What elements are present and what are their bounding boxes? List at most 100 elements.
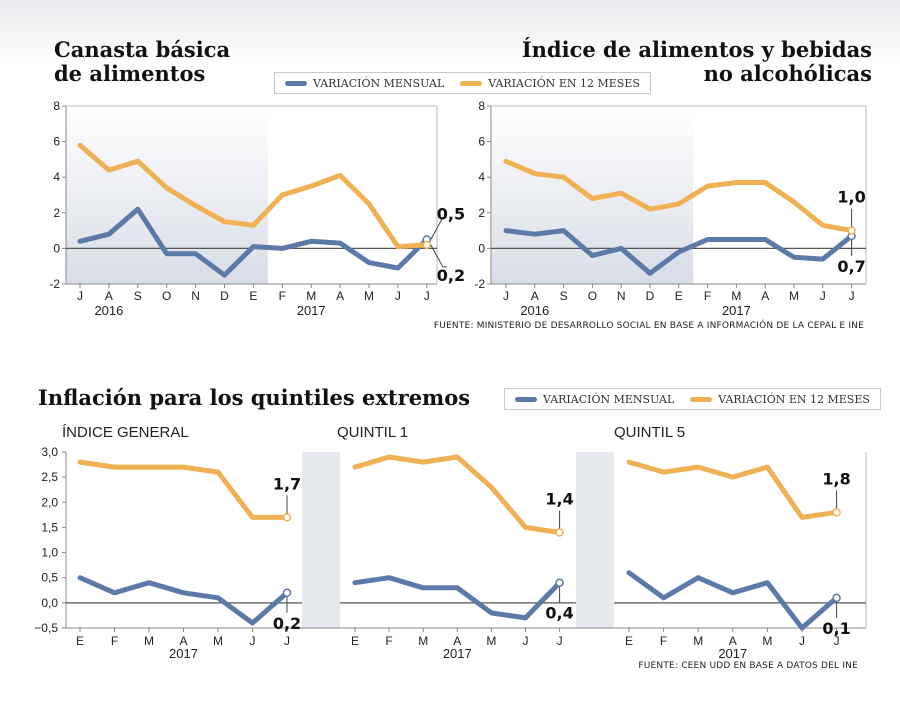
annotation-label: 1,0 — [837, 188, 865, 207]
x-tick-label: N — [191, 289, 200, 303]
x-tick-label: A — [761, 289, 769, 303]
data-point-annual — [696, 465, 701, 470]
y-tick-label: 6 — [478, 135, 485, 149]
data-point-annual — [792, 200, 797, 205]
series-line-monthly — [352, 575, 563, 621]
source-note-bottom: FUENTE: CEEN UDD EN BASE A DATOS DEL INE — [638, 661, 858, 671]
x-tick-label: J — [523, 634, 529, 648]
year-label: 2017 — [297, 303, 326, 318]
x-tick-label: M — [762, 634, 772, 648]
data-point-monthly — [193, 251, 198, 256]
data-point-annual — [555, 528, 564, 537]
chart-1: -2 0 2 4 6 8 J A S O N D E F M A M J J 2016 2017 0,5 0,2 — [49, 99, 465, 318]
year-label: 2017 — [722, 303, 751, 318]
data-point-monthly — [561, 228, 566, 233]
x-tick-label: A — [453, 634, 461, 648]
year-label: 2017 — [443, 646, 472, 661]
x-tick-label: F — [704, 289, 711, 303]
data-point-annual — [847, 226, 856, 235]
data-point-monthly — [676, 249, 681, 254]
annotation-label: 1,8 — [822, 469, 850, 488]
panel-separator — [302, 452, 340, 628]
data-point-annual — [590, 196, 595, 201]
y-tick-label: 4 — [53, 170, 60, 184]
x-tick-label: J — [557, 634, 563, 648]
data-point-annual — [763, 180, 768, 185]
x-tick-label: A — [179, 634, 187, 648]
data-point-annual — [135, 159, 140, 164]
data-point-monthly — [387, 575, 392, 580]
chart-4: QUINTIL 1 E F M A M J J 2017 1,4 0,4 — [337, 424, 576, 661]
chart-title-canasta: Canasta básica de alimentos — [54, 38, 230, 86]
title-line-2: de alimentos — [54, 61, 206, 86]
y-tick-label: 1,0 — [41, 546, 58, 560]
series-line-annual — [626, 459, 840, 520]
data-point-monthly — [309, 239, 314, 244]
chart-title-indice-alimentos: Índice de alimentos y bebidas no alcohól… — [522, 38, 872, 86]
x-tick-label: J — [284, 634, 290, 648]
data-point-annual — [676, 201, 681, 206]
data-point-monthly — [222, 273, 227, 278]
annotation-label: 0,1 — [822, 619, 850, 638]
annotation-label: 0,7 — [837, 257, 865, 276]
x-tick-label: M — [418, 634, 428, 648]
legend-item-monthly: VARIACIÓN MENSUAL — [515, 393, 674, 406]
data-point-annual — [523, 525, 528, 530]
x-tick-label: M — [306, 289, 316, 303]
x-tick-label: E — [351, 634, 359, 648]
x-tick-label: M — [693, 634, 703, 648]
year-label: 2016 — [94, 303, 123, 318]
data-point-annual — [216, 470, 221, 475]
data-point-monthly — [730, 590, 735, 595]
data-point-monthly — [250, 620, 255, 625]
data-point-monthly — [619, 246, 624, 251]
year-label: 2016 — [520, 303, 549, 318]
data-point-monthly — [705, 237, 710, 242]
data-point-annual — [619, 191, 624, 196]
data-point-monthly — [532, 232, 537, 237]
data-point-monthly — [147, 580, 152, 585]
x-tick-label: O — [588, 289, 597, 303]
x-tick-label: J — [424, 289, 430, 303]
x-tick-label: S — [560, 289, 568, 303]
y-tick-label: -2 — [49, 277, 60, 291]
y-tick-label: 8 — [53, 99, 60, 113]
data-point-annual — [147, 465, 152, 470]
title-line-1: Índice de alimentos y bebidas — [521, 37, 872, 62]
data-point-monthly — [648, 271, 653, 276]
legend-swatch-annual — [460, 80, 483, 86]
x-tick-label: M — [731, 289, 741, 303]
data-point-annual — [648, 207, 653, 212]
x-tick-label: E — [675, 289, 683, 303]
data-point-monthly — [765, 580, 770, 585]
data-point-annual — [705, 184, 710, 189]
y-tick-label: 1,5 — [41, 520, 58, 534]
data-point-annual — [338, 173, 343, 178]
year-label: 2017 — [169, 646, 198, 661]
data-point-monthly — [734, 237, 739, 242]
x-tick-label: F — [279, 289, 286, 303]
data-point-monthly — [696, 575, 701, 580]
year-label: 2017 — [718, 646, 747, 661]
legend-swatch-monthly — [515, 396, 537, 402]
title-line-1: Canasta básica — [54, 37, 231, 62]
x-tick-label: J — [799, 634, 805, 648]
annotation-label: 1,7 — [273, 474, 301, 493]
y-tick-label: 2 — [53, 206, 60, 220]
data-point-annual — [422, 240, 432, 250]
data-point-monthly — [135, 207, 140, 212]
data-point-annual — [181, 465, 186, 470]
data-point-monthly — [455, 585, 460, 590]
chart-title-quintiles: Inflación para los quintiles extremos — [38, 385, 471, 410]
legend-item-annual: VARIACIÓN EN 12 MESES — [460, 77, 640, 90]
x-tick-label: M — [144, 634, 154, 648]
x-tick-label: M — [213, 634, 223, 648]
panel-title: QUINTIL 1 — [337, 424, 408, 441]
data-point-monthly — [832, 593, 841, 603]
data-point-annual — [78, 143, 83, 148]
data-point-annual — [832, 508, 841, 517]
data-point-monthly — [353, 580, 358, 585]
panel-title: QUINTIL 5 — [614, 424, 685, 441]
data-point-annual — [395, 244, 400, 249]
data-point-annual — [112, 465, 117, 470]
